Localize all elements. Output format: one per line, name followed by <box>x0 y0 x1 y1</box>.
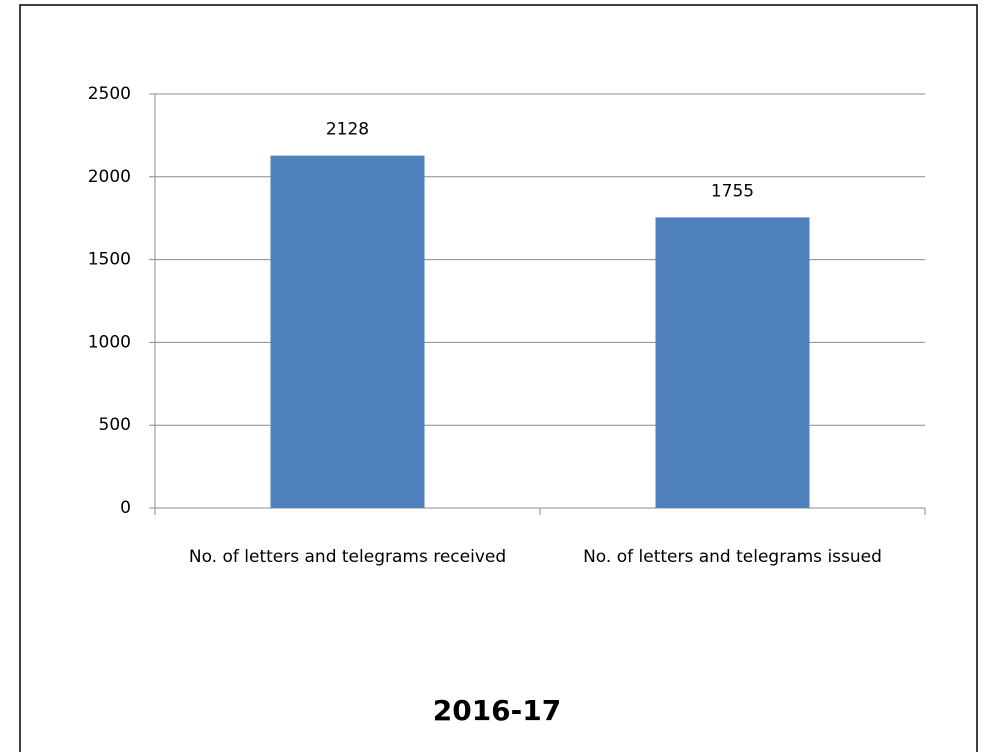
y-tick-label: 2500 <box>88 84 131 104</box>
chart-border <box>19 4 978 752</box>
data-label: 2128 <box>326 120 369 140</box>
bar <box>655 217 810 508</box>
y-tick-label: 0 <box>120 498 131 518</box>
data-label: 1755 <box>711 181 754 201</box>
chart-title: 2016-17 <box>433 694 562 727</box>
y-tick-label: 1000 <box>88 332 131 352</box>
y-tick-label: 2000 <box>88 167 131 187</box>
x-tick-label: No. of letters and telegrams received <box>188 547 507 567</box>
x-tick-label: No. of letters and telegrams issued <box>583 547 882 567</box>
y-tick-label: 500 <box>99 415 131 435</box>
bar <box>270 155 425 508</box>
y-tick-label: 1500 <box>88 250 131 270</box>
